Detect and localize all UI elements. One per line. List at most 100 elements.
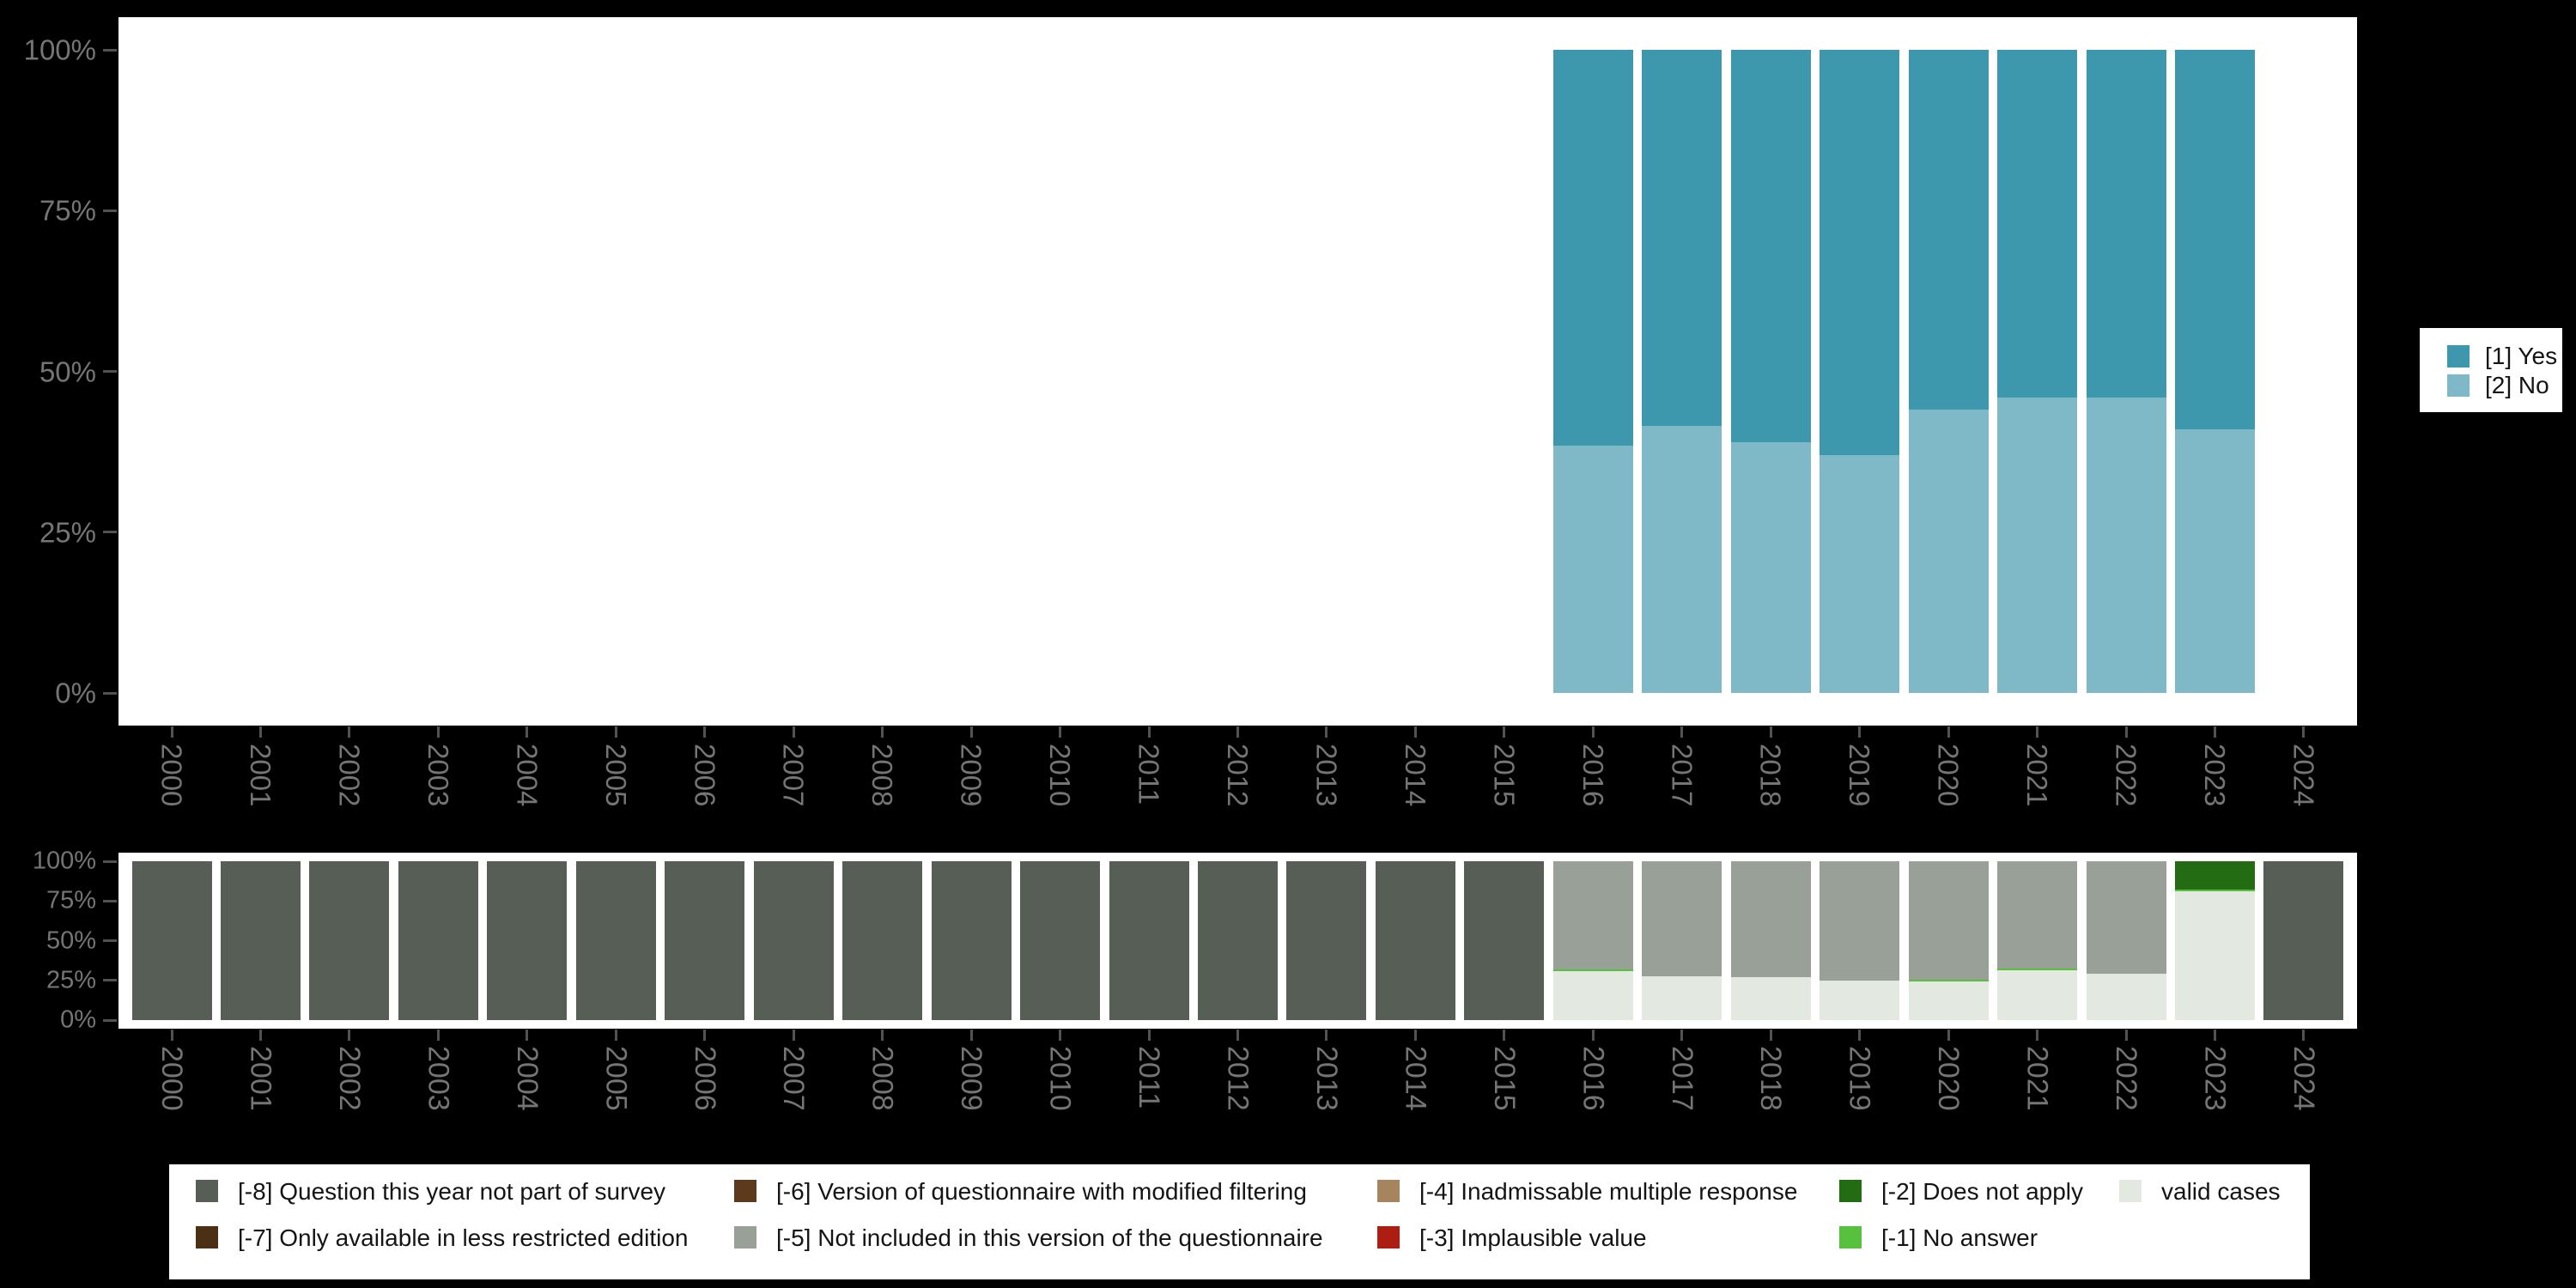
bottom-bar-segment-m8-2010 xyxy=(1020,861,1101,1020)
top-x-tick-label: 2007 xyxy=(777,744,810,807)
top-y-tick-label: 75% xyxy=(39,194,96,227)
bottom-x-tick xyxy=(1325,1030,1328,1041)
legend-label-m5: [-5] Not included in this version of the… xyxy=(776,1224,1323,1251)
bottom-bar-segment-m5-2018 xyxy=(1730,861,1811,977)
top-bar-segment-no-2020 xyxy=(1908,410,1989,693)
top-bar-segment-no-2022 xyxy=(2086,397,2166,693)
legend-label-m1: [-1] No answer xyxy=(1881,1224,2038,1251)
bottom-x-tick xyxy=(2213,1030,2216,1041)
top-x-tick-label: 2010 xyxy=(1044,744,1077,807)
bottom-bar-segment-m8-2005 xyxy=(575,861,656,1020)
bottom-x-tick-label: 2009 xyxy=(955,1046,988,1111)
bottom-x-tick-label: 2010 xyxy=(1043,1046,1077,1111)
legend-label-no: [2] No xyxy=(2485,372,2549,398)
bottom-bar-segment-valid-2017 xyxy=(1642,976,1722,1020)
legend-swatch-yes xyxy=(2447,345,2470,368)
bottom-bar-segment-valid-2023 xyxy=(2174,891,2255,1020)
bottom-x-tick-label: 2001 xyxy=(244,1046,277,1111)
bottom-x-tick-label: 2015 xyxy=(1487,1046,1521,1111)
top-x-tick xyxy=(1236,726,1239,738)
bottom-x-tick xyxy=(614,1030,617,1041)
top-bar-segment-yes-2018 xyxy=(1730,50,1811,442)
top-x-tick xyxy=(614,726,617,738)
top-x-tick-label: 2001 xyxy=(245,744,277,807)
top-x-tick xyxy=(526,726,529,738)
legend-label-m2: [-2] Does not apply xyxy=(1881,1178,2084,1205)
bottom-y-tick xyxy=(103,899,117,902)
top-x-tick-label: 2002 xyxy=(333,744,366,807)
bottom-x-tick-label: 2024 xyxy=(2287,1046,2320,1111)
bottom-bar-segment-m5-2019 xyxy=(1820,861,1900,981)
top-x-tick xyxy=(1059,726,1062,738)
bottom-x-tick-label: 2023 xyxy=(2198,1046,2232,1111)
bottom-y-tick-label: 25% xyxy=(46,966,96,994)
bottom-x-tick-label: 2002 xyxy=(332,1046,366,1111)
top-bar-segment-no-2018 xyxy=(1730,441,1811,693)
top-bar-segment-no-2017 xyxy=(1642,426,1722,693)
top-x-tick xyxy=(792,726,795,738)
top-bar-segment-yes-2019 xyxy=(1820,50,1900,455)
top-bar-segment-yes-2017 xyxy=(1642,50,1722,427)
bottom-bar-segment-m8-2013 xyxy=(1286,861,1367,1020)
top-x-tick-label: 2000 xyxy=(155,744,188,807)
bottom-bar-segment-m8-2007 xyxy=(753,861,834,1020)
top-y-tick-label: 50% xyxy=(39,355,96,387)
top-x-tick xyxy=(1147,726,1151,738)
legend-swatch-m6 xyxy=(734,1180,756,1202)
top-y-tick-label: 25% xyxy=(39,516,96,549)
top-x-tick-label: 2012 xyxy=(1222,744,1254,807)
top-x-tick xyxy=(969,726,973,738)
bottom-x-tick-label: 2003 xyxy=(422,1046,455,1111)
legend-swatch-m8 xyxy=(196,1180,218,1202)
top-bar-segment-no-2021 xyxy=(1997,397,2078,693)
legend-label-m4: [-4] Inadmissable multiple response xyxy=(1419,1178,1798,1205)
bottom-bar-segment-m2-2023 xyxy=(2174,861,2255,890)
bottom-bar-segment-m5-2017 xyxy=(1642,861,1722,977)
legend-swatch-no xyxy=(2447,374,2470,397)
bottom-x-tick-label: 2011 xyxy=(1133,1046,1166,1109)
legend-swatch-m2 xyxy=(1839,1180,1862,1202)
top-x-tick-label: 2014 xyxy=(1399,744,1431,807)
bottom-x-tick-label: 2008 xyxy=(866,1046,899,1111)
bottom-x-tick xyxy=(348,1030,351,1041)
top-x-tick-label: 2024 xyxy=(2287,744,2320,807)
top-x-tick-label: 2019 xyxy=(1844,744,1876,807)
bottom-x-tick xyxy=(1680,1030,1684,1041)
bottom-bar-segment-m5-2021 xyxy=(1997,861,2078,969)
bottom-x-tick xyxy=(2036,1030,2039,1041)
top-x-tick-label: 2020 xyxy=(1932,744,1965,807)
top-x-tick-label: 2005 xyxy=(599,744,632,807)
top-bar-segment-yes-2021 xyxy=(1997,50,2078,398)
top-y-tick xyxy=(103,531,117,534)
top-x-tick xyxy=(1858,726,1862,738)
top-y-tick xyxy=(103,209,117,212)
bottom-bar-segment-m8-2015 xyxy=(1464,861,1545,1020)
bottom-x-tick-label: 2012 xyxy=(1221,1046,1255,1111)
top-x-tick xyxy=(1413,726,1417,738)
top-x-tick xyxy=(348,726,351,738)
top-y-tick xyxy=(103,691,117,695)
bottom-y-tick-label: 100% xyxy=(32,847,96,875)
bottom-x-tick xyxy=(1059,1030,1062,1041)
bottom-x-tick-label: 2019 xyxy=(1843,1046,1876,1111)
legend-label-valid: valid cases xyxy=(2161,1178,2281,1205)
top-x-tick xyxy=(703,726,707,738)
top-x-tick-label: 2015 xyxy=(1488,744,1521,807)
legend-swatch-m1 xyxy=(1839,1226,1862,1249)
top-x-tick xyxy=(2036,726,2039,738)
top-x-tick xyxy=(2302,726,2306,738)
bottom-y-tick xyxy=(103,979,117,982)
bottom-bar-segment-m5-2016 xyxy=(1552,861,1633,969)
top-bar-segment-no-2016 xyxy=(1552,445,1633,693)
bottom-x-tick xyxy=(259,1030,263,1041)
bottom-x-tick-label: 2013 xyxy=(1309,1046,1343,1111)
top-x-tick xyxy=(1680,726,1684,738)
bottom-x-tick-label: 2018 xyxy=(1754,1046,1788,1111)
top-x-tick xyxy=(1769,726,1772,738)
legend-label-m7: [-7] Only available in less restricted e… xyxy=(238,1224,689,1251)
top-x-tick xyxy=(170,726,173,738)
bottom-bar-segment-m8-2008 xyxy=(842,861,923,1020)
bottom-x-tick xyxy=(1858,1030,1862,1041)
top-x-tick-label: 2017 xyxy=(1666,744,1698,807)
top-x-tick xyxy=(1503,726,1506,738)
